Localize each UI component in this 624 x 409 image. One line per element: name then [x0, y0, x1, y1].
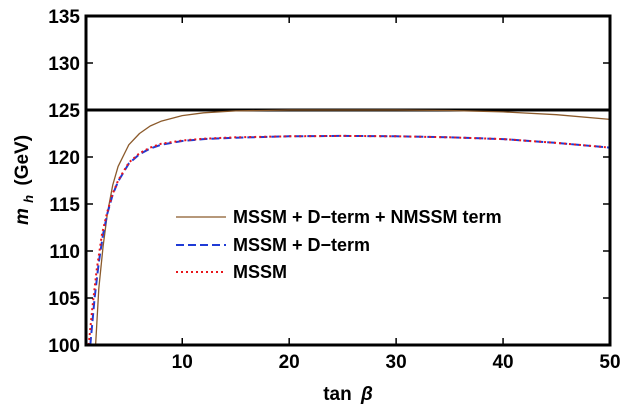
x-tick-label: 20: [279, 352, 300, 373]
y-tick-label: 120: [48, 148, 80, 169]
legend-label-dterm: MSSM + D−term: [233, 235, 370, 255]
series-line-dterm: [89, 134, 610, 345]
y-axis-title: m h (GeV): [12, 135, 38, 225]
series-layer: [87, 109, 610, 345]
y-tick-label: 130: [48, 54, 80, 75]
legend-item-dterm: MSSM + D−term: [176, 235, 370, 255]
plot-area: [86, 16, 610, 345]
y-tick-label: 135: [48, 7, 80, 28]
y-tick-label: 125: [48, 101, 80, 122]
x-tick-label: 30: [386, 352, 407, 373]
x-axis-title: tan β: [323, 384, 373, 405]
x-tick-label: 10: [172, 352, 193, 373]
x-tick-label: 50: [599, 352, 620, 373]
legend-item-mssm: MSSM: [176, 262, 287, 282]
legend: MSSM + D−term + NMSSM term MSSM + D−term…: [176, 207, 502, 282]
x-axis-title-symbol: β: [360, 384, 373, 405]
y-tick-label: 100: [48, 336, 80, 357]
y-axis-title-main: m: [12, 208, 33, 225]
y-axis-title-sub: h: [21, 195, 36, 203]
legend-label-mssm: MSSM: [233, 262, 287, 282]
y-tick-label: 115: [49, 195, 80, 216]
legend-item-nmssm: MSSM + D−term + NMSSM term: [176, 207, 502, 227]
series-line-mssm: [87, 134, 610, 345]
y-tick-label: 105: [48, 289, 80, 310]
x-tick-label: 40: [492, 352, 513, 373]
legend-label-nmssm: MSSM + D−term + NMSSM term: [233, 207, 502, 227]
y-axis-title-unit: (GeV): [12, 135, 33, 186]
x-axis-title-main: tan: [323, 384, 352, 405]
y-tick-label: 110: [49, 242, 80, 263]
plot-frame: [84, 14, 612, 347]
